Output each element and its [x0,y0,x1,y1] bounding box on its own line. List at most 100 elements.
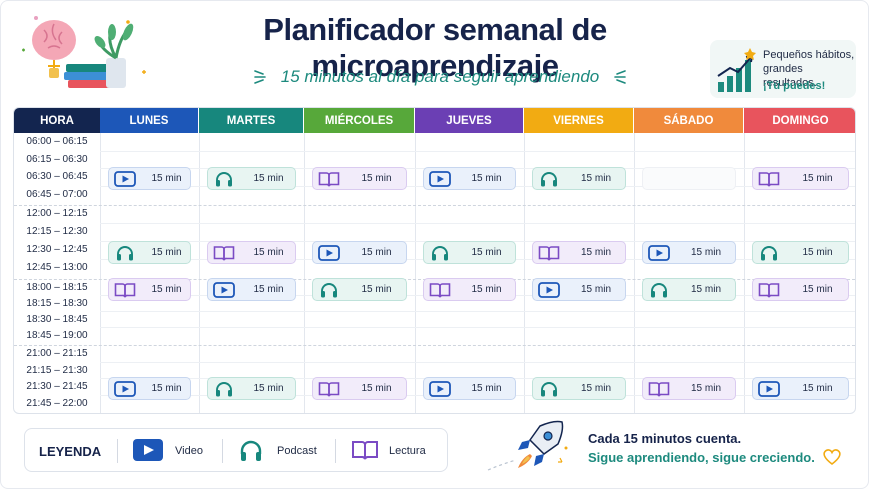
duration-label: 15 min [361,283,392,295]
block-divider [14,205,855,206]
row-divider [100,150,855,152]
duration-label: 15 min [253,382,284,394]
column-divider [199,133,200,413]
activity-podcast-sabado[interactable]: 15 min [642,277,736,301]
activity-video-miercoles[interactable]: 15 min [312,240,407,264]
activity-lectura-miercoles[interactable]: 15 min [312,376,407,400]
activity-podcast-jueves[interactable]: 15 min [423,240,516,264]
activity-lectura-miercoles[interactable]: 15 min [312,167,407,191]
video-icon [758,380,780,397]
duration-label: 15 min [253,283,284,295]
legend-label-video: Video [175,445,203,457]
duration-label: 15 min [151,246,182,258]
time-slot: 18:00 – 18:15 [26,282,88,293]
duration-label: 15 min [580,173,611,185]
activity-video-martes[interactable]: 15 min [207,277,296,301]
sparkle-icon [253,70,266,84]
time-slot: 12:15 – 12:30 [26,226,88,237]
duration-label: 15 min [802,173,833,185]
activity-video-domingo[interactable]: 15 min [752,376,849,400]
video-icon [538,281,560,298]
duration-label: 15 min [151,382,182,394]
duration-label: 15 min [253,173,284,185]
time-slot: 21:00 – 21:15 [26,348,88,359]
duration-label: 15 min [802,246,833,258]
headphones-icon [541,381,557,397]
activity-podcast-domingo[interactable]: 15 min [752,240,849,264]
activity-video-lunes[interactable]: 15 min [108,376,191,400]
duration-label: 15 min [471,173,502,185]
activity-podcast-miercoles[interactable]: 15 min [312,277,407,301]
header-lunes: LUNES [100,108,198,133]
legend-label-podcast: Podcast [277,445,317,457]
activity-lectura-sabado[interactable]: 15 min [642,376,736,400]
activity-video-viernes[interactable]: 15 min [532,277,626,301]
duration-label: 15 min [361,246,392,258]
activity-podcast-viernes[interactable]: 15 min [532,376,626,400]
duration-label: 15 min [690,283,721,295]
book-icon [429,282,451,297]
header-martes: MARTES [199,108,303,133]
time-slot: 21:15 – 21:30 [26,364,88,376]
weekly-schedule-table: HORA LUNES MARTES MIÉRCOLES JUEVES VIERNES SÁB… [13,107,856,414]
activity-video-sabado[interactable]: 15 min [642,240,736,264]
column-divider [524,133,525,413]
legend-divider [222,439,223,463]
heart-icon [823,449,841,466]
header-miercoles: MIÉRCOLES [304,108,414,133]
video-icon [429,380,451,397]
duration-label: 15 min [471,246,502,258]
activity-video-jueves[interactable]: 15 min [423,376,516,400]
header-domingo: DOMINGO [744,108,855,133]
row-divider [100,223,855,224]
activity-lectura-domingo[interactable]: 15 min [752,167,849,191]
time-slot: 21:45 – 22:00 [26,397,88,409]
legend-divider [117,439,118,463]
time-slot: 06:00 – 06:15 [26,136,88,147]
motivation-line-1: Pequeños hábitos, [763,49,855,61]
activity-lectura-viernes[interactable]: 15 min [532,240,626,264]
time-slot: 12:00 – 12:15 [26,208,88,219]
column-divider [634,133,635,413]
header-jueves: JUEVES [415,108,523,133]
column-divider [304,133,305,413]
row-divider [100,311,855,312]
brain-books-illustration [22,16,146,88]
duration-label: 15 min [151,173,182,185]
legend-divider [335,439,336,463]
activity-lectura-lunes[interactable]: 15 min [108,277,191,301]
block-divider [14,345,855,346]
duration-label: 15 min [580,246,611,258]
subtitle-row: 15 minutos al día para seguir aprendiend… [240,62,640,92]
activity-podcast-viernes[interactable]: 15 min [532,167,626,191]
video-icon [648,244,670,261]
empty-slot [642,167,736,191]
activity-lectura-jueves[interactable]: 15 min [423,277,516,301]
headphones-icon [761,245,777,260]
rocket-icon [487,420,568,471]
time-slot: 21:30 – 21:45 [26,381,88,392]
duration-label: 15 min [361,173,392,185]
book-icon [318,172,340,187]
duration-label: 15 min [361,382,392,394]
activity-video-lunes[interactable]: 15 min [108,167,191,191]
book-icon [114,282,136,297]
duration-label: 15 min [580,283,611,295]
row-divider [100,361,855,363]
activity-podcast-martes[interactable]: 15 min [207,167,296,191]
activity-lectura-martes[interactable]: 15 min [207,240,296,264]
row-divider [100,327,855,328]
headphones-icon [216,172,232,187]
page-title: Planificador semanal de microaprendizaje [263,12,607,83]
motivation-card: Pequeños hábitos, grandes resultados. ¡T… [710,40,856,98]
headphones-icon [216,381,232,397]
time-slot: 12:45 – 13:00 [26,262,88,273]
time-slot: 18:30 – 18:45 [26,314,88,325]
activity-video-jueves[interactable]: 15 min [423,167,516,191]
activity-podcast-lunes[interactable]: 15 min [108,240,191,264]
duration-label: 15 min [690,382,721,394]
activity-podcast-martes[interactable]: 15 min [207,376,296,400]
headphones-icon [651,282,667,297]
activity-lectura-domingo[interactable]: 15 min [752,277,849,301]
column-divider [100,133,101,413]
